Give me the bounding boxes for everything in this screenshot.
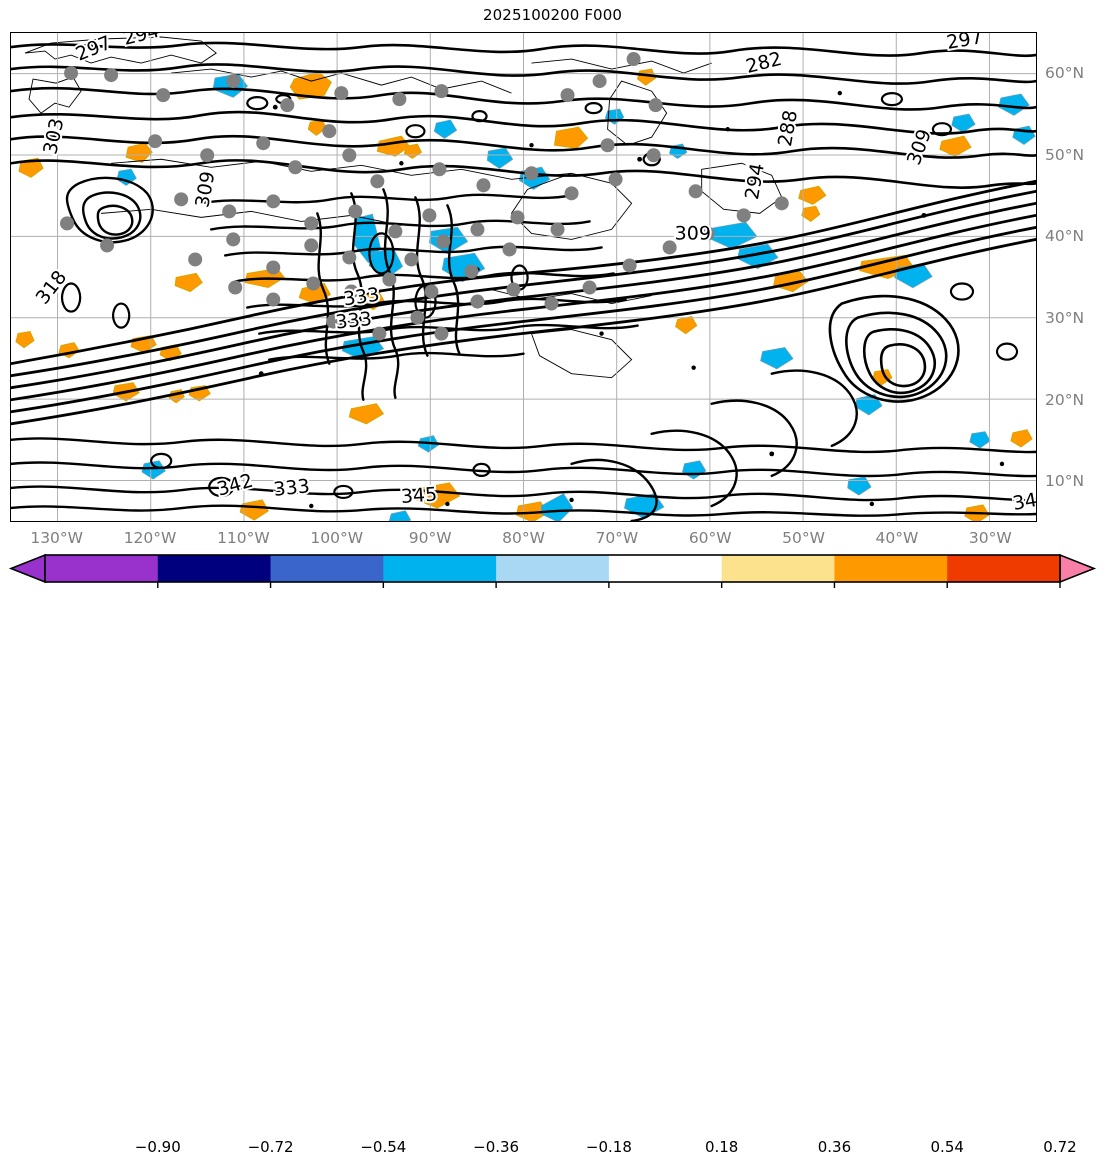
- contour-label: 333: [335, 308, 373, 334]
- lon-tick-label: 110°W: [217, 529, 270, 547]
- lat-tick-label: 60°N: [1045, 63, 1085, 82]
- contour-label: 345: [400, 483, 438, 507]
- lat-tick-label: 10°N: [1045, 472, 1085, 491]
- contour-label: 294: [741, 162, 769, 202]
- colorbar-outline: [44, 554, 1061, 583]
- colorbar-segment: [608, 555, 723, 582]
- contour-label: 333: [272, 475, 310, 501]
- colorbar-segment: [383, 555, 497, 582]
- lat-tick-label: 30°N: [1045, 308, 1085, 327]
- lon-tick-label: 40°W: [875, 529, 919, 547]
- lon-tick-label: 50°W: [782, 529, 825, 547]
- lon-tick-label: 100°W: [310, 529, 364, 547]
- colorbar-tick-label: −0.72: [247, 1138, 294, 1156]
- colorbar-tick-label: −0.18: [585, 1138, 632, 1156]
- colorbar-segment: [157, 555, 272, 582]
- colorbar-segment: [496, 555, 610, 582]
- lat-tick-label: 20°N: [1045, 390, 1085, 409]
- station-marker-layer: [60, 52, 789, 341]
- colorbar-tick-label: 0.36: [817, 1138, 852, 1156]
- figure-root: 2025100200 F000: [0, 6, 1105, 1156]
- lon-tick-label: 120°W: [123, 529, 177, 547]
- lat-tick-label: 50°N: [1045, 145, 1085, 164]
- contour-label: 342: [1011, 487, 1036, 515]
- colorbar-tick-label: 0.54: [930, 1138, 964, 1156]
- colorbar-segment: [721, 555, 836, 582]
- lon-tick-label: 80°W: [502, 529, 545, 547]
- contour-label: 309: [191, 170, 219, 210]
- colorbar[interactable]: −0.90 −0.72 −0.54 −0.36 −0.18 0.18 0.36 0.54 0.7…: [0, 552, 1105, 1156]
- map-panel[interactable]: 294 297 303 309 282 297 288 294 309 309 318 333 333 3…: [10, 32, 1037, 522]
- colorbar-over-arrow: [1059, 553, 1097, 584]
- colorbar-tick-label: −0.90: [134, 1138, 181, 1156]
- colorbar-canvas[interactable]: [0, 552, 1105, 592]
- contour-label: 297: [73, 33, 115, 66]
- colorbar-tick-label: −0.36: [473, 1138, 520, 1156]
- colorbar-segment: [45, 555, 159, 582]
- colorbar-segment: [834, 555, 948, 582]
- contour-label: 303: [39, 116, 68, 156]
- contour-label: 318: [32, 266, 72, 308]
- colorbar-tick-label: −0.54: [360, 1138, 407, 1156]
- colorbar-tick-label: 0.18: [704, 1138, 739, 1156]
- lon-tick-label: 130°W: [30, 529, 84, 547]
- contour-label: 309: [675, 222, 711, 244]
- colorbar-segments: [8, 553, 1097, 584]
- lat-tick-label: 40°N: [1045, 227, 1085, 246]
- lon-tick-label: 90°W: [408, 529, 452, 547]
- contour-layer: [11, 41, 1036, 521]
- lon-tick-label: 30°W: [968, 529, 1012, 547]
- colorbar-segment: [947, 555, 1061, 582]
- lon-tick-label: 70°W: [595, 529, 639, 547]
- contour-label: 342: [215, 470, 256, 501]
- colorbar-tick-label: 0.72: [1043, 1138, 1077, 1156]
- colorbar-segment: [270, 555, 384, 582]
- page-title: 2025100200 F000: [483, 6, 622, 24]
- contour-label: 288: [774, 109, 802, 149]
- colorbar-ticks: [157, 582, 1061, 588]
- colorbar-under-arrow: [8, 553, 46, 584]
- lon-tick-label: 60°W: [688, 529, 732, 547]
